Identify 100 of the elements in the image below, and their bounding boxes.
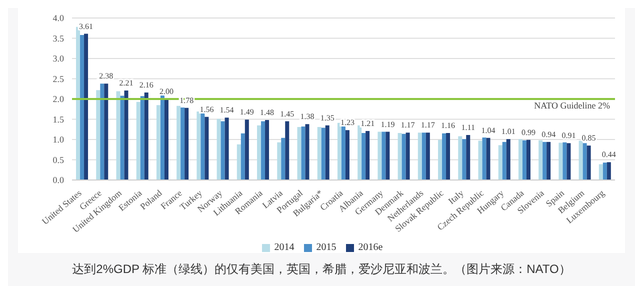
bar [358,125,362,180]
data-label: 1.35 [320,113,334,122]
bar [438,140,442,180]
bar [526,140,530,180]
legend-label: 2015 [316,242,336,253]
y-tick-label: 2.0 [52,94,64,104]
bar [502,142,506,180]
bar [176,106,181,180]
bar [546,142,551,180]
bar [216,118,221,180]
data-label: 1.21 [360,118,375,128]
y-tick-label: 0.0 [52,175,64,186]
bar [558,142,563,180]
bar [281,138,286,180]
bar [406,132,410,180]
ref-line-label: NATO Guideline 2% [534,100,610,110]
bar [582,143,587,180]
bar [140,96,144,180]
data-label: 0.85 [582,134,596,143]
bar [236,144,241,180]
bar [305,124,310,180]
bar [518,139,522,180]
data-label: 1.48 [260,108,274,118]
bar [542,142,547,180]
bar [96,90,100,180]
bar [402,134,406,180]
bar [321,128,326,180]
bar [301,126,306,180]
bar [422,132,426,180]
bar [120,96,124,180]
data-label: 1.17 [420,120,435,130]
bar [164,99,168,180]
data-label: 2.21 [119,78,134,88]
bar [458,136,462,180]
bar [478,140,482,180]
bar [345,130,350,180]
bar [586,146,591,180]
bar [498,145,502,180]
bar [244,120,249,180]
bar [366,130,370,180]
data-label: 1.19 [380,120,395,129]
bar [442,133,446,180]
y-tick-label: 1.0 [52,134,64,145]
bar [180,108,185,180]
bar [598,164,603,180]
bar [606,162,611,180]
bar [378,132,382,180]
data-label: 2.38 [99,72,114,81]
bar [337,122,342,180]
bar [257,125,262,180]
data-label: 1.54 [220,106,234,115]
bar [156,105,160,180]
y-tick-label: 4.0 [52,13,64,24]
bar [124,90,128,180]
data-label: 3.61 [79,22,94,31]
bar [386,132,390,180]
bar [466,135,470,180]
bar [100,84,104,180]
data-label: 1.23 [340,118,354,128]
bar [184,108,189,180]
text: 达到2%GDP 标准（绿线）的仅有美国，英国，希腊，爱沙尼亚和波兰。（图片来源：NATO） [71,261,572,278]
bar [144,92,148,180]
bar [398,133,402,180]
legend-label: 2014 [274,242,294,253]
bar [506,139,510,180]
y-tick-label: 3.0 [52,54,64,64]
data-label: 2.16 [139,80,154,90]
bar [486,138,490,180]
data-label: 1.17 [400,120,415,130]
bar [446,133,450,180]
data-label: 1.11 [461,123,475,132]
y-tick-label: 1.5 [52,114,64,124]
bar [382,132,386,180]
data-label: 0.94 [542,130,556,139]
bar [116,91,120,180]
bar [602,162,607,180]
bar [341,124,346,180]
bar [84,34,88,180]
data-label: 0.44 [602,150,616,160]
bar [200,112,205,180]
data-label: 1.38 [300,112,314,122]
bar [418,132,422,180]
bar [578,140,583,180]
bar [204,116,209,180]
data-label: 1.45 [280,109,294,118]
bar [562,142,567,180]
bar [317,126,322,180]
bar [566,143,571,180]
bar [265,120,270,180]
bar [196,112,201,180]
bar [426,132,430,180]
data-label: 0.91 [562,131,576,140]
bar [285,121,290,180]
data-label: 1.16 [441,121,456,130]
bar [136,102,140,180]
bar [522,140,526,180]
bar [538,140,543,180]
data-label: 1.01 [501,127,516,136]
y-tick-label: 2.5 [52,74,64,84]
bar [80,35,84,180]
